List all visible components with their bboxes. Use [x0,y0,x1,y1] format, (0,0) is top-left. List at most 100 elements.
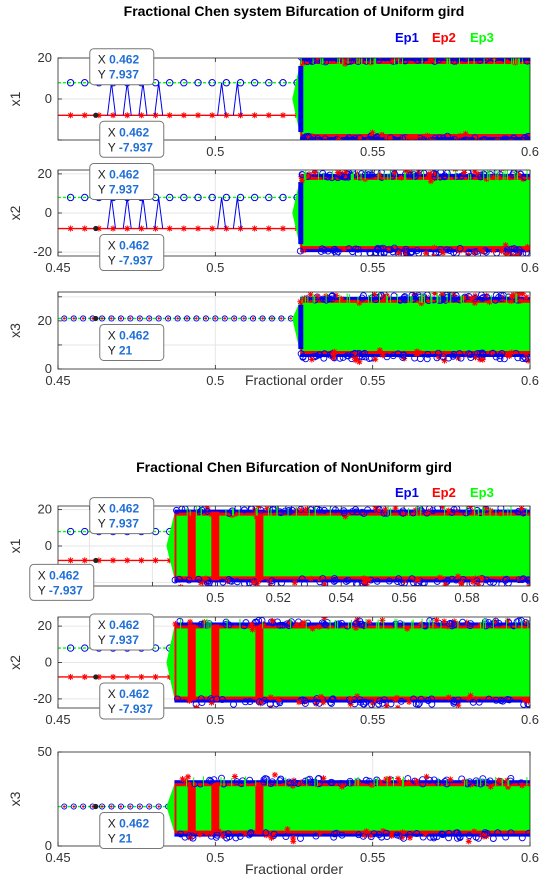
point-Ep2 [357,135,364,140]
point-Ep1 [492,353,500,361]
point-Ep1 [349,58,357,61]
point-Ep2 [81,673,88,680]
point-Ep1 [507,829,515,837]
point-Ep2 [308,133,315,140]
point-Ep2 [398,174,405,181]
point-Ep2 [399,829,406,836]
point-Ep1 [222,79,231,87]
datatip-marker [93,557,99,564]
point-Ep2 [415,577,422,584]
point-Ep2 [299,177,306,184]
point-Ep1 [331,506,339,514]
point-Ep1 [492,696,500,704]
point-Ep2 [166,112,173,119]
datatip-y: Y -7.937 [38,583,83,597]
point-Ep1 [381,58,389,62]
point-Ep1 [517,58,524,63]
point-Ep2 [369,129,376,136]
chaos-band-Ep3 [302,302,530,351]
point-Ep2 [418,300,425,307]
point-Ep2 [354,693,361,700]
point-Ep1 [443,246,451,254]
point-Ep2 [110,557,117,564]
point-Ep2 [306,171,313,178]
point-Ep2 [213,828,220,835]
point-Ep1 [419,294,427,302]
point-Ep2 [189,693,196,700]
point-Ep1 [320,620,328,628]
point-Ep2 [266,577,273,584]
point-Ep1 [218,696,226,703]
datatip-y-value: -7.937 [119,254,153,268]
datatip-marker [93,112,99,118]
datatip-y: Y 7.937 [98,68,139,82]
point-Ep1 [341,173,349,181]
red-band [211,511,220,581]
point-Ep1 [399,353,407,361]
point-Ep1 [445,834,453,842]
point-Ep1 [287,779,295,787]
point-Ep1 [331,248,339,255]
point-Ep2 [110,673,117,680]
point-Ep1 [336,354,344,362]
onset-stripe [298,66,304,132]
point-Ep2 [368,58,370,59]
point-Ep1 [481,830,489,838]
point-Ep1 [330,577,338,585]
switch-Ep1 [154,82,164,116]
point-Ep1 [191,780,199,788]
x-tick-label: 0.6 [521,144,539,159]
point-Ep1 [367,833,375,841]
point-Ep2 [253,513,260,520]
point-Ep2 [436,574,443,581]
chart-1: Fractional Chen system Bifurcation of Un… [7,3,539,388]
point-Ep2 [91,317,94,320]
point-Ep1 [380,696,388,704]
point-Ep1 [99,315,106,322]
point-Ep1 [173,506,180,514]
point-Ep1 [296,247,304,255]
datatip-x: X 0.462 [108,125,150,139]
point-Ep1 [324,173,332,181]
point-Ep2 [508,293,515,300]
datatip-box [89,613,155,651]
point-Ep2 [411,292,418,298]
point-Ep2 [186,781,193,788]
y-tick-label: 0 [45,838,52,853]
point-Ep2 [395,249,402,256]
datatip-y: Y 21 [108,832,133,846]
point-Ep2 [492,618,499,625]
point-Ep2 [248,621,255,628]
point-Ep1 [396,832,404,840]
point-Ep1 [387,134,395,140]
point-Ep1 [247,830,255,838]
point-Ep1 [502,833,510,841]
point-Ep2 [382,506,389,513]
point-Ep1 [425,506,433,513]
datatip-y: Y -7.937 [108,702,153,716]
point-Ep2 [496,174,503,181]
x-tick-label: 0.55 [360,260,385,275]
point-Ep1 [362,776,370,784]
point-Ep1 [415,58,422,62]
point-Ep2 [399,834,406,841]
point-Ep1 [457,172,465,180]
point-Ep1 [467,354,475,361]
point-Ep1 [415,699,423,707]
datatip-x: X 0.462 [98,167,140,181]
point-Ep1 [503,246,511,254]
onset-wedge [166,784,175,833]
point-Ep1 [99,803,106,810]
point-Ep2 [471,249,478,256]
point-Ep2 [124,557,131,564]
point-Ep2 [356,299,363,306]
x-tick-label: 0.5 [206,712,224,727]
point-Ep2 [383,134,390,140]
point-Ep2 [293,621,300,628]
point-Ep1 [255,617,263,625]
datatip-box [99,120,165,158]
point-Ep2 [124,673,131,680]
legend-entry-Ep1: Ep1 [395,485,419,500]
point-Ep1 [471,134,479,140]
